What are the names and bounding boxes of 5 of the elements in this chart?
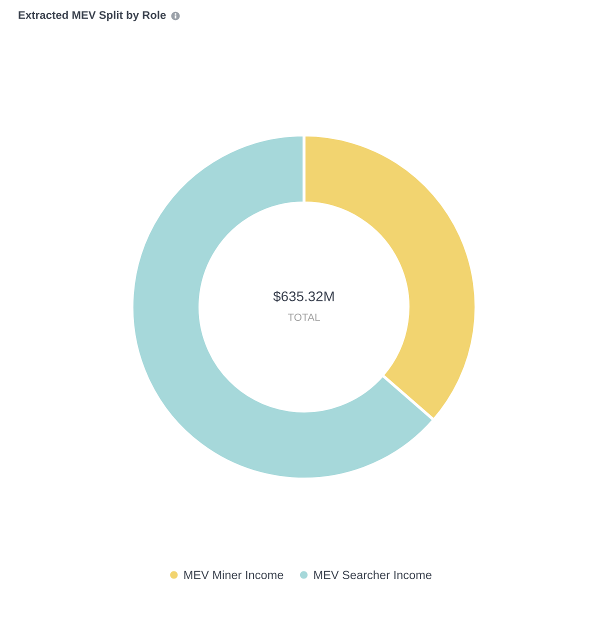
- legend-label: MEV Searcher Income: [314, 570, 432, 580]
- text: TOTAL: [288, 314, 320, 321]
- legend-label: MEV Miner Income: [184, 570, 284, 580]
- chart-title: Extracted MEV Split by Role: [18, 10, 166, 22]
- text: $635.32M: [273, 290, 334, 302]
